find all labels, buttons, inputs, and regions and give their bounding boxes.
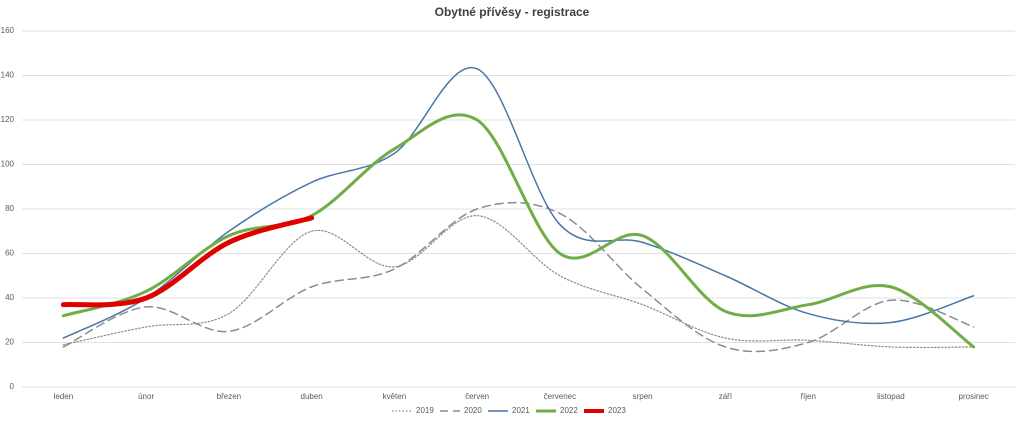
y-tick-label: 100	[1, 160, 15, 169]
y-tick-label: 40	[5, 293, 14, 302]
x-tick-label: listopad	[877, 392, 905, 401]
x-tick-label: září	[719, 392, 733, 401]
y-tick-label: 120	[1, 115, 15, 124]
x-tick-label: červenec	[544, 392, 576, 401]
x-tick-label: leden	[54, 392, 74, 401]
y-tick-label: 80	[5, 204, 14, 213]
series-line	[62, 201, 975, 353]
x-tick-label: květen	[383, 392, 407, 401]
legend-label: 2023	[608, 406, 626, 415]
x-tick-label: říjen	[800, 392, 816, 401]
legend-label: 2022	[560, 406, 578, 415]
x-tick-label: březen	[217, 392, 241, 401]
x-tick-label: červen	[465, 392, 489, 401]
x-tick-label: srpen	[633, 392, 653, 401]
series-line	[60, 215, 315, 308]
series-line	[61, 113, 976, 349]
y-tick-label: 140	[1, 71, 15, 80]
x-tick-label: prosinec	[959, 392, 989, 401]
legend-label: 2019	[416, 406, 434, 415]
legend-label: 2020	[464, 406, 482, 415]
y-tick-label: 20	[5, 338, 14, 347]
x-tick-label: únor	[138, 392, 154, 401]
y-tick-label: 160	[1, 26, 15, 35]
legend-label: 2021	[512, 406, 530, 415]
y-tick-label: 0	[10, 382, 15, 391]
series-line	[62, 215, 975, 349]
series-line	[62, 66, 975, 339]
x-tick-label: duben	[301, 392, 323, 401]
y-tick-label: 60	[5, 249, 14, 258]
chart-title: Obytné přívěsy - registrace	[435, 5, 590, 19]
